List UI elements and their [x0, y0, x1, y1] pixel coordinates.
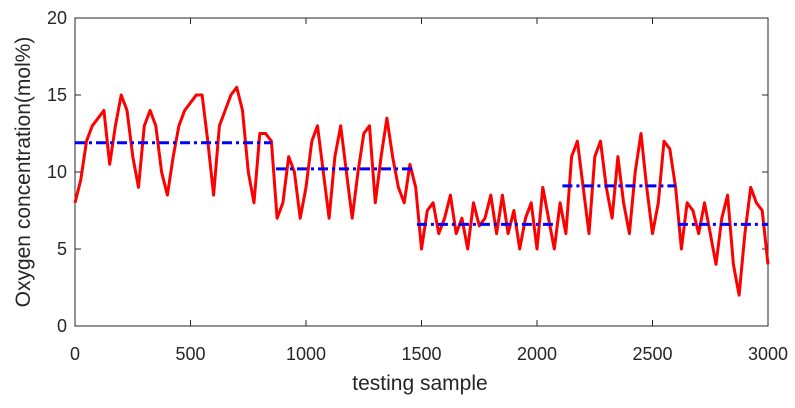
y-tick-label: 20	[47, 8, 67, 28]
x-tick-label: 3000	[748, 344, 788, 364]
y-tick-label: 10	[47, 162, 67, 182]
plot-frame	[74, 17, 769, 327]
y-axis-label: Oxygen concentration(mol%)	[12, 37, 35, 308]
y-tick-label: 5	[57, 239, 67, 259]
x-axis-label: testing sample	[352, 372, 487, 395]
data-line	[75, 141, 768, 226]
y-tick-label: 15	[47, 85, 67, 105]
data-line	[73, 85, 770, 297]
x-tick-label: 1500	[401, 344, 441, 364]
x-tick-label: 2500	[632, 344, 672, 364]
x-tick-label: 0	[70, 344, 80, 364]
x-tick-label: 1000	[286, 344, 326, 364]
x-tick-label: 500	[175, 344, 205, 364]
x-tick-label: 2000	[517, 344, 557, 364]
y-tick-label: 0	[57, 316, 67, 336]
